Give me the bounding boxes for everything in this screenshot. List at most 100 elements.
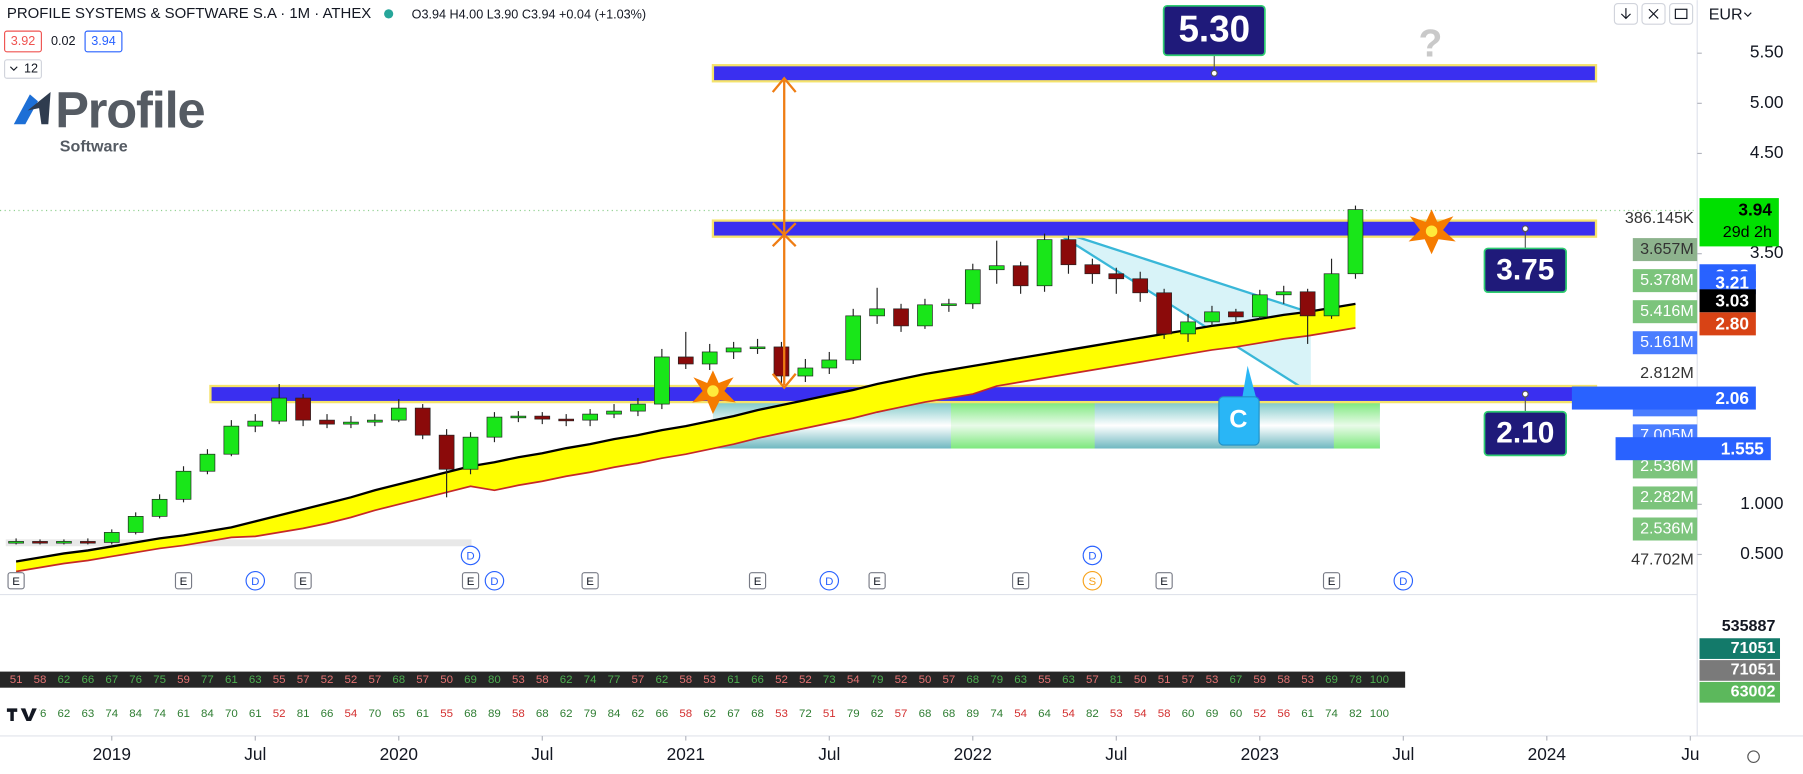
question-mark: ? bbox=[1419, 22, 1443, 65]
level-label-box bbox=[1483, 410, 1567, 457]
level-label: 5.30 bbox=[1178, 8, 1250, 49]
oscillator-value: 50 bbox=[919, 674, 932, 686]
event-label: E bbox=[299, 576, 307, 588]
settings-icon[interactable] bbox=[1747, 750, 1760, 764]
countdown: 29d 2h bbox=[1723, 223, 1772, 241]
oscillator-value: 81 bbox=[297, 708, 310, 720]
event-label: E bbox=[12, 576, 20, 588]
candle-body bbox=[606, 410, 622, 415]
oscillator-value: 53 bbox=[1110, 708, 1123, 720]
level-zone bbox=[711, 219, 1598, 238]
candle-body bbox=[295, 397, 311, 421]
candle-body bbox=[1012, 265, 1029, 287]
volume-profile-box bbox=[1632, 331, 1698, 355]
event-marker bbox=[748, 572, 767, 590]
oscillator-value: 69 bbox=[464, 674, 477, 686]
oscillator-value: 53 bbox=[703, 674, 716, 686]
volume-scale-label: 535887 bbox=[1722, 617, 1776, 635]
x-tick-label: Jul bbox=[818, 744, 840, 764]
oscillator-value: 55 bbox=[273, 674, 286, 686]
oscillator-value: 59 bbox=[1253, 674, 1266, 686]
candle-body bbox=[486, 416, 503, 438]
ask-box[interactable] bbox=[84, 30, 123, 53]
oscillator-value: 84 bbox=[129, 708, 142, 720]
volume-profile-box bbox=[1632, 300, 1698, 324]
ma-line bbox=[15, 327, 1356, 573]
spread: 0.02 bbox=[51, 34, 76, 48]
logo-tagline: Software bbox=[60, 138, 128, 156]
zone-band bbox=[950, 402, 1095, 449]
button[interactable] bbox=[1669, 2, 1694, 25]
candle-body bbox=[988, 265, 1005, 271]
button-icon[interactable] bbox=[1620, 8, 1631, 20]
interval-badge[interactable] bbox=[4, 59, 42, 79]
price-tag-label: 3.03 bbox=[1715, 291, 1749, 311]
oscillator-value: 67 bbox=[1229, 674, 1242, 686]
oscillator-value: 57 bbox=[297, 674, 310, 686]
button-icon[interactable] bbox=[1674, 8, 1688, 20]
symbol-title: PROFILE SYSTEMS & SOFTWARE S.A · 1M · AT… bbox=[7, 5, 371, 22]
oscillator-value: 62 bbox=[560, 708, 573, 720]
ask-price[interactable]: 3.94 bbox=[91, 34, 116, 48]
candle-body bbox=[917, 304, 933, 327]
oscillator-value: 100 bbox=[1370, 708, 1389, 720]
oscillator-value: 89 bbox=[488, 708, 501, 720]
bid-price[interactable]: 3.92 bbox=[11, 34, 36, 48]
candle-body bbox=[271, 397, 288, 422]
event-label: E bbox=[1160, 576, 1168, 588]
y-tick-label: 5.50 bbox=[1750, 42, 1784, 62]
candle-body bbox=[1108, 273, 1125, 280]
oscillator-value: 52 bbox=[775, 674, 788, 686]
zone-band bbox=[1333, 402, 1380, 449]
event-marker bbox=[460, 545, 481, 566]
ohlc-legend: O3.94 H4.00 L3.90 C3.94 +0.04 (+1.03%) bbox=[412, 7, 646, 21]
oscillator-value: 74 bbox=[1325, 708, 1338, 720]
chevron-icon[interactable] bbox=[9, 66, 18, 72]
event-marker bbox=[1393, 570, 1414, 591]
oscillator-value: 62 bbox=[871, 708, 884, 720]
event-marker bbox=[174, 572, 193, 590]
candle-body bbox=[1180, 321, 1196, 335]
candle-body bbox=[414, 407, 431, 436]
oscillator-value: 79 bbox=[990, 674, 1003, 686]
oscillator-value: 61 bbox=[727, 674, 740, 686]
level-anchor bbox=[1521, 390, 1529, 398]
volume-profile-label: 2.282M bbox=[1640, 488, 1694, 506]
candle-body bbox=[869, 308, 885, 317]
event-marker bbox=[1322, 572, 1341, 590]
callout-tail bbox=[1241, 365, 1257, 401]
oscillator-value: 57 bbox=[895, 708, 908, 720]
oscillator-value: 68 bbox=[942, 708, 955, 720]
volume-scale-label: 63002 bbox=[1731, 683, 1776, 701]
event-marker bbox=[1082, 545, 1103, 566]
oscillator-value: 68 bbox=[464, 708, 477, 720]
oscillator-value: 58 bbox=[1277, 674, 1290, 686]
candle-body bbox=[749, 346, 766, 350]
button-icon[interactable] bbox=[1648, 8, 1659, 19]
price-tag bbox=[1699, 312, 1756, 336]
event-marker bbox=[245, 570, 266, 591]
oscillator-value: 52 bbox=[1253, 708, 1266, 720]
chevron-icon[interactable] bbox=[1743, 12, 1752, 17]
level-anchor bbox=[1210, 69, 1218, 77]
volume-profile-box bbox=[1632, 486, 1698, 510]
interval-count[interactable]: 12 bbox=[24, 61, 38, 75]
candle-body bbox=[343, 421, 359, 425]
oscillator-value: 70 bbox=[225, 708, 238, 720]
bid-box[interactable] bbox=[4, 30, 42, 53]
candle-body bbox=[630, 403, 646, 412]
oscillator-value: 57 bbox=[1086, 674, 1099, 686]
oscillator-value: 81 bbox=[1110, 674, 1123, 686]
currency[interactable]: EUR bbox=[1709, 5, 1743, 23]
candle-body bbox=[56, 541, 72, 544]
oscillator-value: 57 bbox=[368, 674, 381, 686]
oscillator-value: 67 bbox=[727, 708, 740, 720]
event-label: D bbox=[466, 551, 474, 563]
event-label: E bbox=[180, 576, 188, 588]
oscillator-value: 75 bbox=[153, 674, 166, 686]
candle-body bbox=[127, 516, 144, 533]
oscillator-value: 76 bbox=[129, 674, 142, 686]
oscillator-value: 59 bbox=[177, 674, 190, 686]
